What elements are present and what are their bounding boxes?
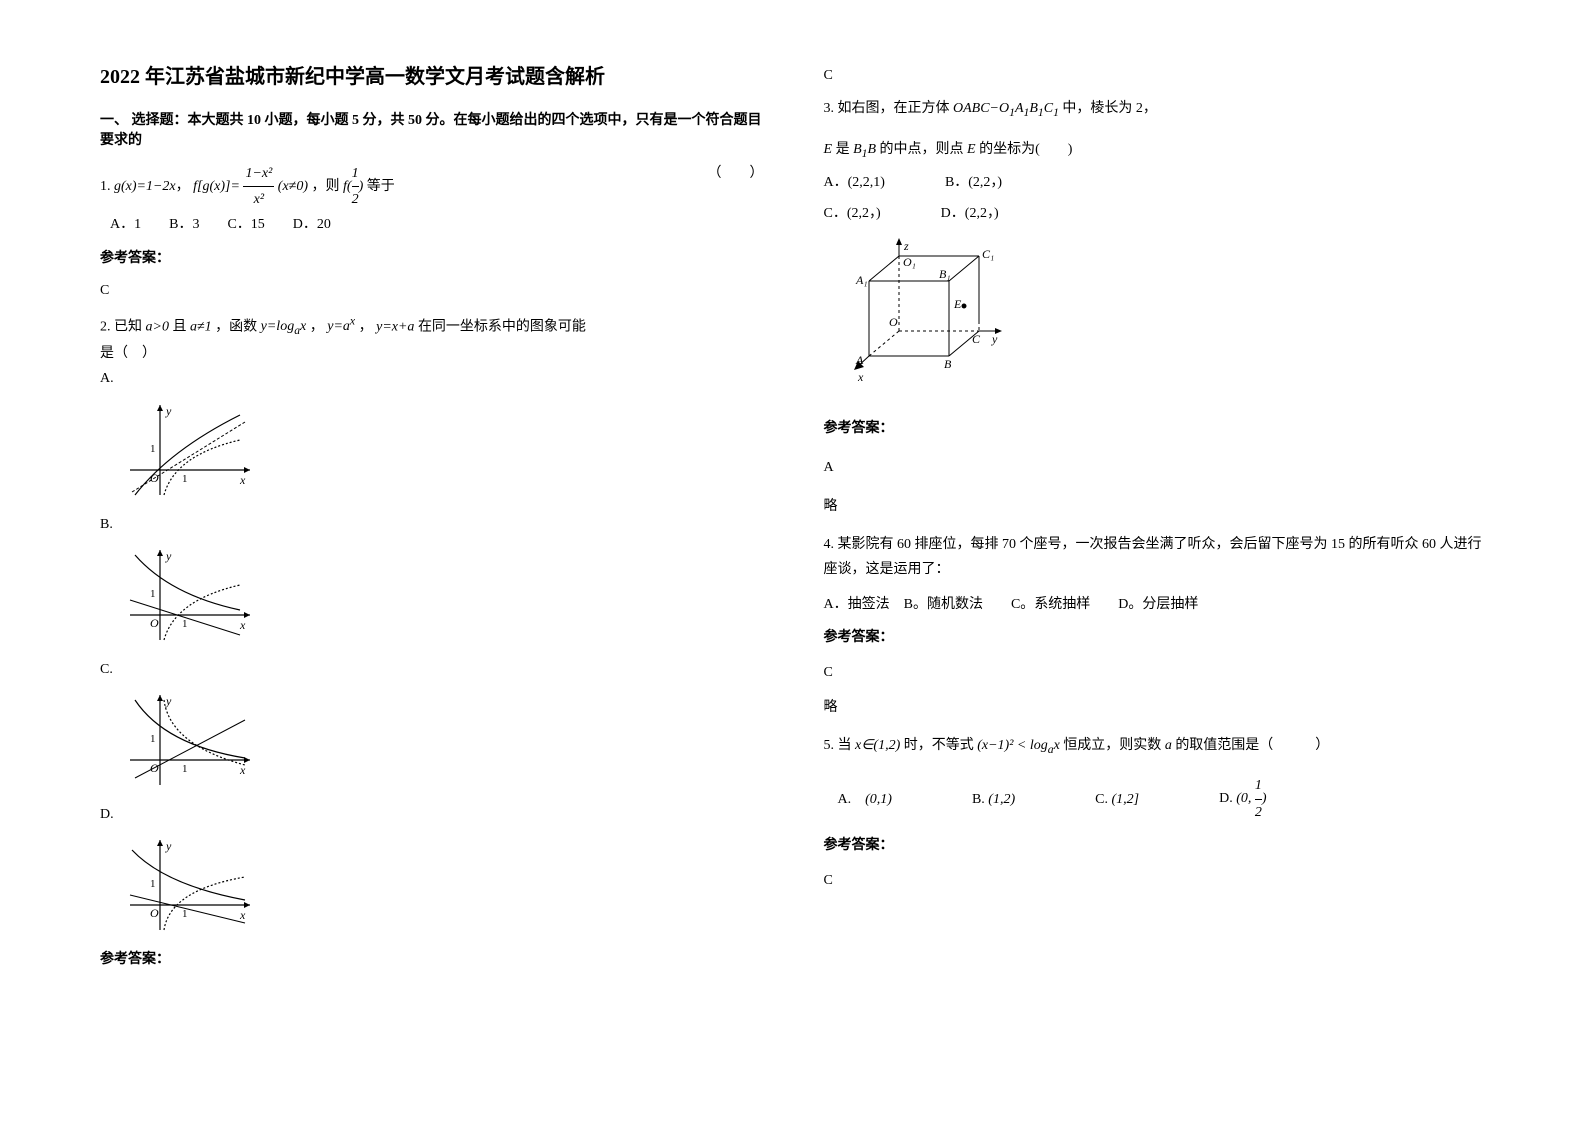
svg-text:O: O <box>150 906 159 920</box>
svg-text:A₁: A₁ <box>855 273 868 287</box>
svg-text:x: x <box>239 908 246 922</box>
svg-text:1: 1 <box>182 473 188 485</box>
q3-opt-d: D．(2,2，) <box>941 201 999 226</box>
graph-b-icon: y x O 1 1 <box>120 545 260 645</box>
question-4: 4. 某影院有 60 排座位，每排 70 个座号，一次报告会坐满了听众，会后留下… <box>824 532 1488 721</box>
question-5: 5. 当 x∈(1,2) 时，不等式 (x−1)² < logax 恒成立，则实… <box>824 733 1488 894</box>
q3-answer: A <box>824 455 1488 480</box>
q2-line2: 是（ ） <box>100 341 764 366</box>
svg-text:B: B <box>944 357 952 371</box>
q5-line1: 5. 当 x∈(1,2) 时，不等式 (x−1)² < logax 恒成立，则实… <box>824 733 1488 760</box>
q2-text: 2. 已知 a>0 且 a≠1 ，函数 y=logax ， y=ax ， y=x… <box>100 319 586 334</box>
q2-option-b-label: B. <box>100 512 764 537</box>
q2-option-c-label: C. <box>100 657 764 682</box>
q1-tail: 等于 <box>367 179 395 194</box>
q2-option-a-label: A. <box>100 366 764 391</box>
q3-row1: A．(2,2,1) B．(2,2，) <box>824 170 1488 195</box>
svg-text:1: 1 <box>182 908 188 920</box>
graph-a-icon: y x O 1 1 <box>120 400 260 500</box>
svg-text:O: O <box>150 616 159 630</box>
q1-ref: 参考答案： <box>100 246 764 271</box>
svg-text:x: x <box>239 763 246 777</box>
q4-line1: 4. 某影院有 60 排座位，每排 70 个座号，一次报告会坐满了听众，会后留下… <box>824 532 1488 582</box>
svg-text:A: A <box>855 353 864 367</box>
question-1: 1. g(x)=1−2x， f[g(x)]= 1−x²x² (x≠0) ，则 f… <box>100 161 764 271</box>
svg-text:y: y <box>165 694 172 708</box>
q5-ref: 参考答案： <box>824 833 1488 858</box>
svg-text:C₁: C₁ <box>982 247 994 261</box>
svg-text:x: x <box>239 473 246 487</box>
right-column: C 3. 如右图，在正方体 OABC−O1A1B1C1 中，棱长为 2， E 是… <box>824 60 1488 984</box>
svg-text:x: x <box>857 370 864 384</box>
svg-text:B₁: B₁ <box>939 267 951 281</box>
q4-lue: 略 <box>824 695 1488 720</box>
q2-option-d-label: D. <box>100 802 764 827</box>
q3-ref: 参考答案： <box>824 416 1488 441</box>
q5-answer: C <box>824 868 1488 893</box>
svg-text:1: 1 <box>182 763 188 775</box>
svg-text:y: y <box>165 549 172 563</box>
svg-text:y: y <box>165 404 172 418</box>
question-2: 2. 已知 a>0 且 a≠1 ，函数 y=logax ， y=ax ， y=x… <box>100 311 764 973</box>
section-1-title: 一、 选择题：本大题共 10 小题，每小题 5 分，共 50 分。在每小题给出的… <box>100 109 764 149</box>
q2-answer: C <box>824 68 1488 84</box>
q5-opt-a: A. (0,1) <box>824 787 892 812</box>
svg-text:y: y <box>165 839 172 853</box>
svg-text:1: 1 <box>150 733 156 745</box>
q3-lue: 略 <box>824 494 1488 519</box>
q4-ref: 参考答案： <box>824 625 1488 650</box>
graph-d-icon: y x O 1 1 <box>120 835 260 935</box>
q1-prefix: 1. <box>100 179 114 194</box>
q3-row2: C．(2,2，) D．(2,2，) <box>824 201 1488 226</box>
q1-answer: C <box>100 283 764 299</box>
svg-text:1: 1 <box>150 878 156 890</box>
q4-options: A．抽签法 B。随机数法 C。系统抽样 D。分层抽样 <box>824 592 1488 617</box>
q1-f-half: f(12) <box>343 179 363 194</box>
q2-ref: 参考答案： <box>100 947 764 972</box>
q3-opt-b: B．(2,2，) <box>945 170 1002 195</box>
q3-line2: E 是 B1B 的中点，则点 E 的坐标为( ) <box>824 137 1488 164</box>
svg-text:1: 1 <box>182 618 188 630</box>
q3-opt-c: C．(2,2，) <box>824 201 881 226</box>
svg-text:x: x <box>239 618 246 632</box>
question-3: 3. 如右图，在正方体 OABC−O1A1B1C1 中，棱长为 2， E 是 B… <box>824 96 1488 520</box>
svg-text:O: O <box>889 315 898 329</box>
q1-body-c: ，则 <box>312 179 344 194</box>
q1-options: A．1 B．3 C．15 D．20 <box>110 212 764 237</box>
q5-options-row: A. (0,1) B. (1,2) C. (1,2] D. (0, 12) <box>824 773 1488 824</box>
svg-text:O₁: O₁ <box>903 255 916 269</box>
svg-text:z: z <box>903 239 909 253</box>
page-title: 2022 年江苏省盐城市新纪中学高一数学文月考试题含解析 <box>100 60 764 89</box>
q1-formula-a: g(x)=1−2x <box>114 179 176 194</box>
q5-opt-b: B. (1,2) <box>972 787 1015 812</box>
cube-diagram-icon: z O₁ C₁ A₁ B₁ E O C y A B x <box>844 236 1024 406</box>
q1-blank: （ ） <box>708 161 764 186</box>
svg-text:C: C <box>972 332 981 346</box>
q3-opt-a: A．(2,2,1) <box>824 170 885 195</box>
q1-formula-b: f[g(x)]= 1−x²x² (x≠0) <box>193 179 308 194</box>
left-column: 2022 年江苏省盐城市新纪中学高一数学文月考试题含解析 一、 选择题：本大题共… <box>100 60 764 984</box>
q5-opt-c: C. (1,2] <box>1095 787 1139 812</box>
q5-opt-d: D. (0, 12) <box>1219 773 1266 824</box>
svg-text:E: E <box>953 297 962 311</box>
svg-text:y: y <box>991 332 998 346</box>
graph-c-icon: y x O 1 1 <box>120 690 260 790</box>
svg-text:1: 1 <box>150 588 156 600</box>
svg-text:1: 1 <box>150 443 156 455</box>
q4-answer: C <box>824 660 1488 685</box>
q3-line1: 3. 如右图，在正方体 OABC−O1A1B1C1 中，棱长为 2， <box>824 96 1488 123</box>
